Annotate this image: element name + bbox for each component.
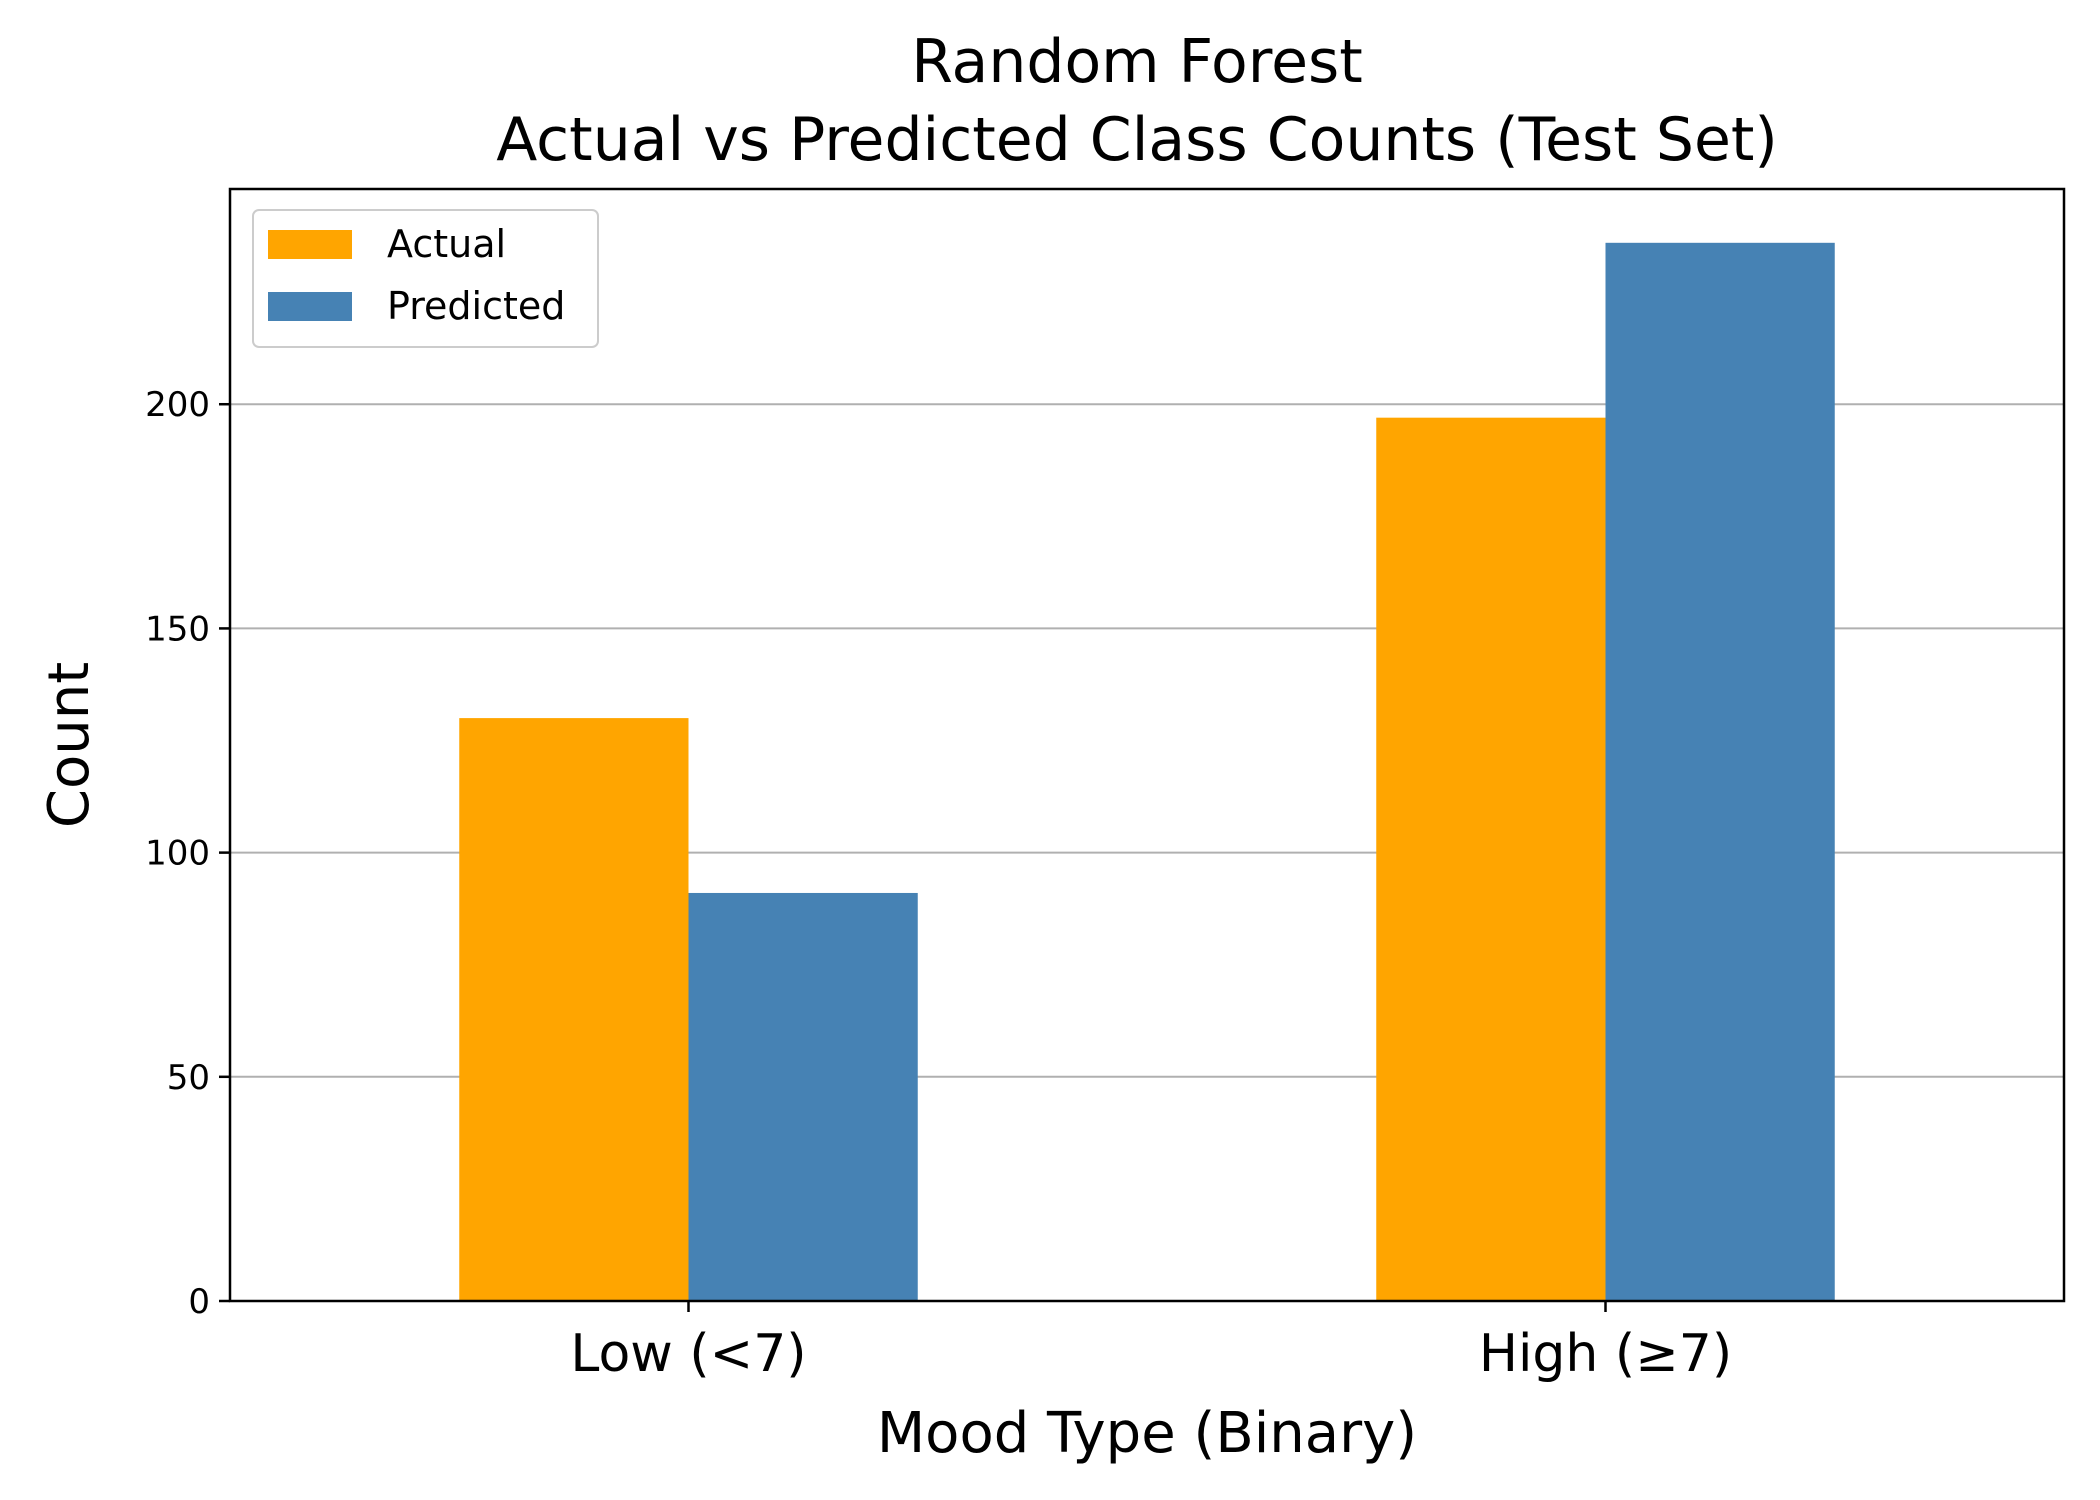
legend-label-actual: Actual xyxy=(387,222,506,266)
plot-frame xyxy=(228,187,2066,1303)
y-axis: 0 50 100 150 200 xyxy=(145,385,230,1322)
x-tick-label: High (≥7) xyxy=(1479,1324,1732,1384)
bars xyxy=(459,242,1835,1302)
y-tick-label: 200 xyxy=(145,385,210,425)
legend-swatch-actual xyxy=(268,230,352,259)
bar-predicted-1 xyxy=(1605,242,1835,1302)
x-axis: Low (<7) High (≥7) xyxy=(570,1301,1732,1384)
legend: Actual Predicted xyxy=(252,209,599,348)
y-tick-label: 50 xyxy=(167,1058,210,1098)
chart-title-line2: Actual vs Predicted Class Counts (Test S… xyxy=(496,105,1778,175)
y-tick-label: 0 xyxy=(188,1282,210,1322)
y-tick-label: 100 xyxy=(145,834,210,874)
bar-actual-0 xyxy=(459,718,689,1301)
chart-title-line1: Random Forest xyxy=(911,27,1363,97)
y-tick-label: 150 xyxy=(145,609,210,649)
x-axis-label: Mood Type (Binary) xyxy=(877,1401,1417,1466)
bar-actual-1 xyxy=(1376,417,1606,1301)
x-tick-label: Low (<7) xyxy=(570,1324,806,1384)
y-axis-label: Count xyxy=(37,662,102,828)
bar-predicted-0 xyxy=(688,892,918,1301)
legend-swatch-predicted xyxy=(268,292,352,321)
legend-label-predicted: Predicted xyxy=(387,284,565,328)
